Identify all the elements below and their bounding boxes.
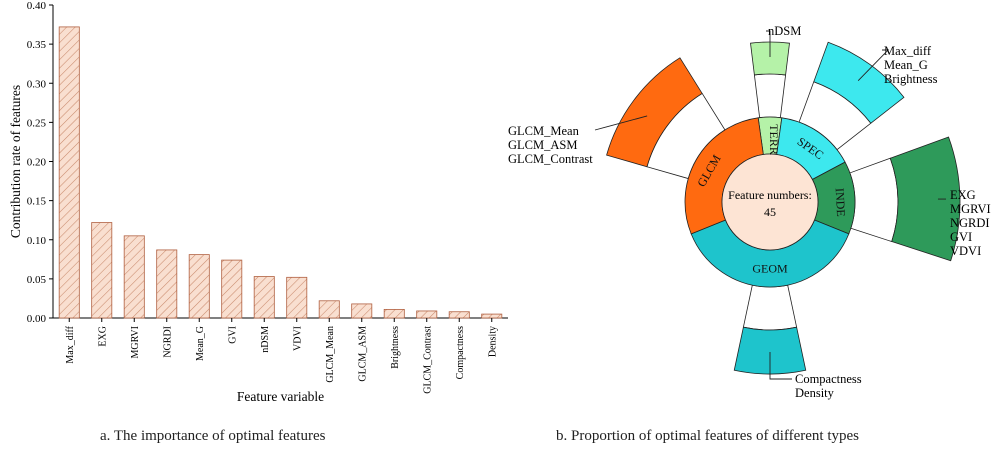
- inde-feature-label: NGRDI: [950, 216, 990, 230]
- x-tick-label: Max_diff: [65, 325, 76, 363]
- y-tick-label: 0.35: [27, 39, 47, 51]
- bar: [318, 300, 340, 319]
- x-tick-label: Density: [487, 326, 498, 357]
- bar: [383, 308, 405, 319]
- x-tick-label: nDSM: [260, 326, 271, 353]
- bar: [91, 222, 113, 319]
- bar: [253, 276, 275, 319]
- leader-terr: [766, 30, 771, 57]
- geom-feature-label: Compactness: [795, 372, 862, 386]
- x-axis-label: Feature variable: [237, 389, 324, 404]
- terr-feature-label: nDSM: [768, 24, 801, 38]
- center-label: Feature numbers:: [728, 188, 812, 202]
- outer-segment-terr: [750, 41, 790, 76]
- bar: [188, 254, 210, 319]
- leader-spec: [857, 49, 890, 81]
- bar: [58, 26, 80, 319]
- geom-feature-label: Density: [795, 386, 835, 400]
- x-tick-label: GVI: [227, 326, 238, 344]
- bar: [481, 313, 503, 319]
- inde-feature-label: GVI: [950, 230, 972, 244]
- bar-chart: 0.00 0.05 0.10 0.15 0.20 0.25 0.30 0.35 0.40 Cont…: [8, 0, 508, 404]
- x-tick-label: MGRVI: [130, 326, 141, 359]
- center-count: 45: [764, 205, 776, 219]
- bar: [156, 249, 178, 319]
- glcm-feature-label: GLCM_Mean: [508, 124, 580, 138]
- center-circle: [721, 153, 819, 251]
- spec-feature-label: Mean_G: [884, 58, 928, 72]
- ring-label-geom: GEOM: [752, 262, 788, 276]
- y-tick-label: 0.25: [27, 117, 47, 129]
- ring-label-inde: INDE: [833, 188, 848, 217]
- x-tick-label: GLCM_Mean: [325, 326, 336, 383]
- spec-feature-label: Max_diff: [884, 44, 932, 58]
- y-tick-label: 0.05: [27, 274, 47, 286]
- x-tick-label: GLCM_ASM: [357, 326, 368, 382]
- y-tick-label: 0.20: [27, 157, 47, 169]
- y-tick-label: 0.00: [27, 313, 47, 325]
- y-tick-label: 0.15: [27, 196, 47, 208]
- bar: [221, 259, 243, 319]
- outer-segment-spec: [813, 41, 905, 124]
- glcm-feature-label: GLCM_Contrast: [508, 152, 593, 166]
- y-axis-label: Contribution rate of features: [8, 85, 23, 238]
- leader-geom: [769, 352, 792, 380]
- y-tick-label: 0.10: [27, 235, 47, 247]
- x-tick-label: Compactness: [455, 326, 466, 379]
- y-tick-label: 0.30: [27, 78, 47, 90]
- x-tick-label: EXG: [97, 326, 108, 347]
- inde-feature-label: VDVI: [950, 244, 981, 258]
- x-tick-label: GLCM_Contrast: [422, 326, 433, 394]
- outer-gap-terr: [753, 73, 787, 119]
- x-tick-label: NGRDI: [162, 326, 173, 358]
- outer-gap-inde: [849, 157, 899, 243]
- y-tick-label: 0.40: [27, 0, 47, 12]
- leader-glcm: [594, 115, 648, 131]
- ring-label-terr: TERR: [767, 124, 781, 155]
- inde-feature-label: EXG: [950, 188, 976, 202]
- spec-feature-label: Brightness: [884, 72, 938, 86]
- bar: [448, 311, 470, 319]
- outer-segment-inde: [889, 136, 961, 262]
- outer-gap-geom: [742, 284, 798, 331]
- glcm-feature-label: GLCM_ASM: [508, 138, 577, 152]
- caption-b: b. Proportion of optimal features of dif…: [556, 428, 859, 444]
- inde-feature-label: MGRVI: [950, 202, 991, 216]
- bar: [351, 303, 373, 319]
- bar: [286, 276, 308, 319]
- outer-segment-glcm: [606, 57, 703, 168]
- x-tick-label: Mean_G: [195, 326, 206, 361]
- caption-a: a. The importance of optimal features: [100, 428, 326, 444]
- x-tick-label: Brightness: [390, 326, 401, 369]
- bar: [416, 310, 438, 319]
- bar: [123, 235, 145, 319]
- outer-segment-geom: [733, 326, 807, 375]
- x-tick-label: VDVI: [292, 326, 303, 351]
